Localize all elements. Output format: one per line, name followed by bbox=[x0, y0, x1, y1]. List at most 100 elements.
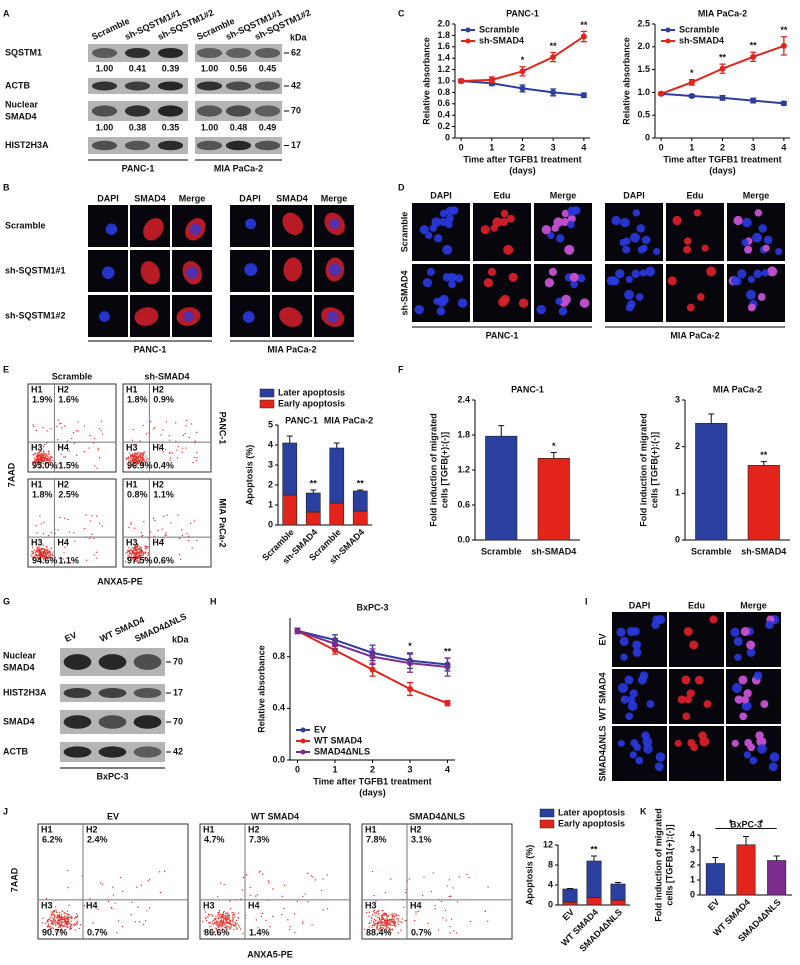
event-dot bbox=[229, 919, 232, 922]
event-dot bbox=[382, 914, 385, 916]
event-dot bbox=[383, 927, 385, 929]
event-dot bbox=[142, 554, 145, 556]
event-dot bbox=[307, 872, 309, 874]
event-dot bbox=[40, 459, 42, 461]
nucleus bbox=[655, 752, 666, 762]
row-label: PANC-1 bbox=[218, 412, 228, 445]
event-dot bbox=[55, 909, 57, 911]
event-dot bbox=[43, 451, 45, 453]
event-dot bbox=[220, 919, 222, 922]
y-tick-label: 1.0 bbox=[437, 75, 450, 85]
event-dot bbox=[42, 917, 44, 919]
event-dot bbox=[58, 915, 60, 917]
event-dot bbox=[225, 926, 227, 928]
event-dot bbox=[127, 457, 129, 459]
event-dot bbox=[135, 558, 137, 560]
event-dot bbox=[60, 928, 62, 930]
event-dot bbox=[54, 916, 56, 918]
significance-label: * bbox=[408, 641, 412, 651]
event-dot bbox=[134, 464, 136, 467]
event-dot bbox=[48, 463, 51, 465]
event-dot bbox=[140, 452, 142, 454]
data-point bbox=[719, 65, 726, 72]
quadrant-percent: 1.1% bbox=[153, 489, 174, 499]
event-dot bbox=[32, 454, 34, 456]
event-dot bbox=[42, 548, 44, 550]
event-dot bbox=[139, 558, 141, 560]
event-dot bbox=[46, 459, 48, 461]
event-dot bbox=[41, 457, 43, 459]
event-dot bbox=[213, 919, 215, 921]
event-dot bbox=[381, 920, 383, 923]
panel-label: H bbox=[210, 596, 217, 606]
blot-band bbox=[98, 654, 127, 670]
event-dot bbox=[221, 914, 223, 916]
edu-nucleus bbox=[686, 303, 695, 312]
event-dot bbox=[134, 456, 136, 458]
event-dot bbox=[226, 914, 228, 916]
y-tick-label: 0.4 bbox=[272, 703, 285, 713]
event-dot bbox=[217, 924, 219, 926]
event-dot bbox=[283, 907, 285, 909]
event-dot bbox=[135, 458, 137, 460]
event-dot bbox=[100, 420, 103, 422]
event-dot bbox=[128, 460, 130, 462]
event-dot bbox=[143, 459, 145, 461]
event-dot bbox=[135, 554, 137, 557]
event-dot bbox=[136, 555, 138, 557]
legend-marker bbox=[300, 749, 306, 755]
quadrant-percent: 2.5% bbox=[58, 489, 79, 499]
edu-nucleus bbox=[739, 712, 748, 721]
event-dot bbox=[46, 455, 48, 457]
event-dot bbox=[39, 555, 41, 557]
data-point bbox=[580, 33, 587, 40]
column-label: SMAD4ΔNLS bbox=[409, 811, 465, 821]
event-dot bbox=[139, 555, 141, 557]
event-dot bbox=[321, 890, 323, 892]
blot-band bbox=[133, 654, 162, 670]
event-dot bbox=[226, 912, 228, 914]
event-dot bbox=[226, 915, 228, 918]
edu-nucleus bbox=[733, 215, 743, 226]
event-dot bbox=[49, 918, 51, 920]
quant-label: 0.38 bbox=[129, 122, 147, 132]
event-dot bbox=[221, 916, 223, 918]
event-dot bbox=[390, 919, 393, 921]
event-dot bbox=[395, 922, 397, 924]
event-dot bbox=[83, 451, 85, 453]
quadrant-percent: 0.7% bbox=[87, 927, 108, 937]
event-dot bbox=[43, 450, 45, 452]
event-dot bbox=[46, 557, 49, 559]
event-dot bbox=[228, 914, 230, 916]
event-dot bbox=[453, 930, 455, 932]
event-dot bbox=[375, 926, 378, 928]
event-dot bbox=[215, 927, 217, 929]
event-dot bbox=[35, 554, 37, 556]
event-dot bbox=[386, 920, 388, 922]
panel-label: I bbox=[585, 596, 588, 606]
nucleus bbox=[641, 731, 650, 740]
event-dot bbox=[395, 926, 397, 928]
nucleus bbox=[741, 238, 749, 247]
nucleus bbox=[447, 272, 457, 282]
event-dot bbox=[136, 551, 138, 553]
error-bar bbox=[357, 489, 364, 491]
event-dot bbox=[219, 923, 221, 925]
event-dot bbox=[64, 925, 66, 928]
event-dot bbox=[71, 437, 73, 440]
legend-swatch bbox=[539, 819, 555, 829]
chart-title: BxPC-3 bbox=[356, 602, 388, 612]
event-dot bbox=[389, 922, 392, 924]
event-dot bbox=[231, 924, 233, 926]
event-dot bbox=[52, 466, 54, 468]
event-dot bbox=[51, 920, 53, 923]
error-bar bbox=[760, 461, 767, 466]
event-dot bbox=[66, 926, 68, 928]
event-dot bbox=[185, 425, 187, 427]
event-dot bbox=[222, 911, 225, 913]
event-dot bbox=[133, 458, 135, 460]
event-dot bbox=[69, 926, 71, 928]
event-dot bbox=[221, 915, 223, 917]
legend-marker bbox=[665, 27, 671, 33]
event-dot bbox=[127, 554, 129, 556]
